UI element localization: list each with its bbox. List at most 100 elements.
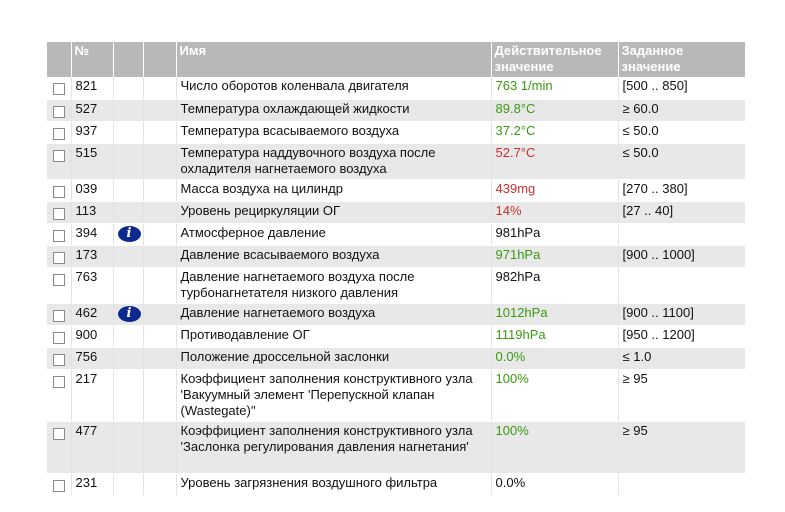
row-actual-value: 982hPa <box>491 267 619 304</box>
table-row[interactable]: 763 Давление нагнетаемого воздуха после т… <box>47 267 745 304</box>
row-name: Температура охлаждающей жидкости <box>176 99 492 122</box>
row-select-cell <box>47 473 72 496</box>
table-row[interactable]: 937 Температура всасываемого воздуха 37.2°… <box>47 121 745 144</box>
row-setpoint-value <box>618 223 745 246</box>
row-select-cell <box>47 121 72 144</box>
row-name: Температура всасываемого воздуха <box>176 121 492 144</box>
table-row[interactable]: 173 Давление всасываемого воздуха 971hPa [9… <box>47 245 745 268</box>
row-info-cell <box>113 77 144 100</box>
row-number: 173 <box>71 245 114 268</box>
row-select-cell <box>47 325 72 348</box>
row-actual-value: 100% <box>491 421 619 474</box>
info-icon[interactable]: i <box>117 225 141 242</box>
row-actual-value: 1119hPa <box>491 325 619 348</box>
row-spacer <box>143 369 177 422</box>
row-actual-value: 439mg <box>491 179 619 202</box>
header-number[interactable]: № <box>71 42 114 77</box>
row-setpoint-value: [500 .. 850] <box>618 77 745 100</box>
row-checkbox[interactable] <box>53 375 65 388</box>
row-actual-value: 763 1/min <box>491 77 619 100</box>
row-info-cell <box>113 421 144 474</box>
table-row[interactable]: 821 Число оборотов коленвала двигателя 763… <box>47 77 745 100</box>
row-spacer <box>143 267 177 304</box>
row-spacer <box>143 347 177 370</box>
table-row[interactable]: 462 i Давление нагнетаемого воздуха 1012hPa… <box>47 303 745 326</box>
table-row[interactable]: 756 Положение дроссельной заслонки 0.0% ≤ 1… <box>47 347 745 370</box>
row-info-cell <box>113 369 144 422</box>
table-row[interactable]: 217 Коэффициент заполнения конструктивног… <box>47 369 745 422</box>
header-setpoint-line1: Заданное <box>621 43 684 58</box>
row-spacer <box>143 99 177 122</box>
row-info-cell <box>113 143 144 180</box>
row-spacer <box>143 121 177 144</box>
table-header: № Имя Действительное значение Заданное з… <box>47 42 745 77</box>
row-info-cell <box>113 99 144 122</box>
row-setpoint-value: [950 .. 1200] <box>618 325 745 348</box>
row-select-cell <box>47 245 72 268</box>
row-select-cell <box>47 201 72 224</box>
header-actual-line1: Действительное <box>494 43 602 58</box>
row-number: 113 <box>71 201 114 224</box>
header-actual-line2: значение <box>494 59 554 74</box>
row-name: Давление нагнетаемого воздуха <box>176 303 492 326</box>
header-name[interactable]: Имя <box>176 42 492 77</box>
row-name: Противодавление ОГ <box>176 325 492 348</box>
row-select-cell <box>47 99 72 122</box>
row-actual-value: 89.8°C <box>491 99 619 122</box>
row-name: Коэффициент заполнения конструктивного у… <box>176 421 492 474</box>
row-checkbox[interactable] <box>53 185 65 198</box>
row-number: 394 <box>71 223 114 246</box>
row-select-cell <box>47 421 72 474</box>
row-info-cell <box>113 267 144 304</box>
header-actual-value[interactable]: Действительное значение <box>491 42 619 77</box>
table-row[interactable]: 477 Коэффициент заполнения конструктивног… <box>47 421 745 474</box>
row-info-cell: i <box>113 303 144 326</box>
row-checkbox[interactable] <box>53 331 65 344</box>
row-checkbox[interactable] <box>53 229 65 242</box>
row-info-cell <box>113 473 144 496</box>
row-setpoint-value: ≥ 95 <box>618 421 745 474</box>
row-name: Масса воздуха на цилиндр <box>176 179 492 202</box>
row-actual-value: 1012hPa <box>491 303 619 326</box>
row-actual-value: 100% <box>491 369 619 422</box>
row-checkbox[interactable] <box>53 273 65 286</box>
row-info-cell: i <box>113 223 144 246</box>
table-row[interactable]: 900 Противодавление ОГ 1119hPa [950 .. 1200… <box>47 325 745 348</box>
row-select-cell <box>47 347 72 370</box>
row-name: Давление всасываемого воздуха <box>176 245 492 268</box>
row-checkbox[interactable] <box>53 479 65 492</box>
row-setpoint-value: [27 .. 40] <box>618 201 745 224</box>
row-checkbox[interactable] <box>53 427 65 440</box>
row-checkbox[interactable] <box>53 309 65 322</box>
row-actual-value: 52.7°C <box>491 143 619 180</box>
row-number: 821 <box>71 77 114 100</box>
row-spacer <box>143 473 177 496</box>
header-setpoint-value[interactable]: Заданное значение <box>618 42 745 77</box>
row-select-cell <box>47 303 72 326</box>
row-setpoint-value <box>618 473 745 496</box>
row-number: 937 <box>71 121 114 144</box>
row-checkbox[interactable] <box>53 83 65 95</box>
row-number: 231 <box>71 473 114 496</box>
row-select-cell <box>47 267 72 304</box>
row-checkbox[interactable] <box>53 127 65 140</box>
row-setpoint-value: ≤ 50.0 <box>618 143 745 180</box>
table-row[interactable]: 231 Уровень загрязнения воздушного фильтр… <box>47 473 745 496</box>
row-checkbox[interactable] <box>53 353 65 366</box>
table-row[interactable]: 394 i Атмосферное давление 981hPa <box>47 223 745 246</box>
row-setpoint-value: [900 .. 1100] <box>618 303 745 326</box>
info-icon[interactable]: i <box>117 305 141 322</box>
row-select-cell <box>47 143 72 180</box>
table-row[interactable]: 527 Температура охлаждающей жидкости 89.8°… <box>47 99 745 122</box>
row-number: 039 <box>71 179 114 202</box>
table-row[interactable]: 515 Температура наддувочного воздуха посл… <box>47 143 745 180</box>
row-checkbox[interactable] <box>53 105 65 118</box>
row-checkbox[interactable] <box>53 207 65 220</box>
table-row[interactable]: 039 Масса воздуха на цилиндр 439mg [270 .. … <box>47 179 745 202</box>
row-setpoint-value: ≥ 60.0 <box>618 99 745 122</box>
table-row[interactable]: 113 Уровень рециркуляции ОГ 14% [27 .. 40] <box>47 201 745 224</box>
row-checkbox[interactable] <box>53 251 65 264</box>
row-name: Коэффициент заполнения конструктивного у… <box>176 369 492 422</box>
row-info-cell <box>113 179 144 202</box>
row-checkbox[interactable] <box>53 149 65 162</box>
